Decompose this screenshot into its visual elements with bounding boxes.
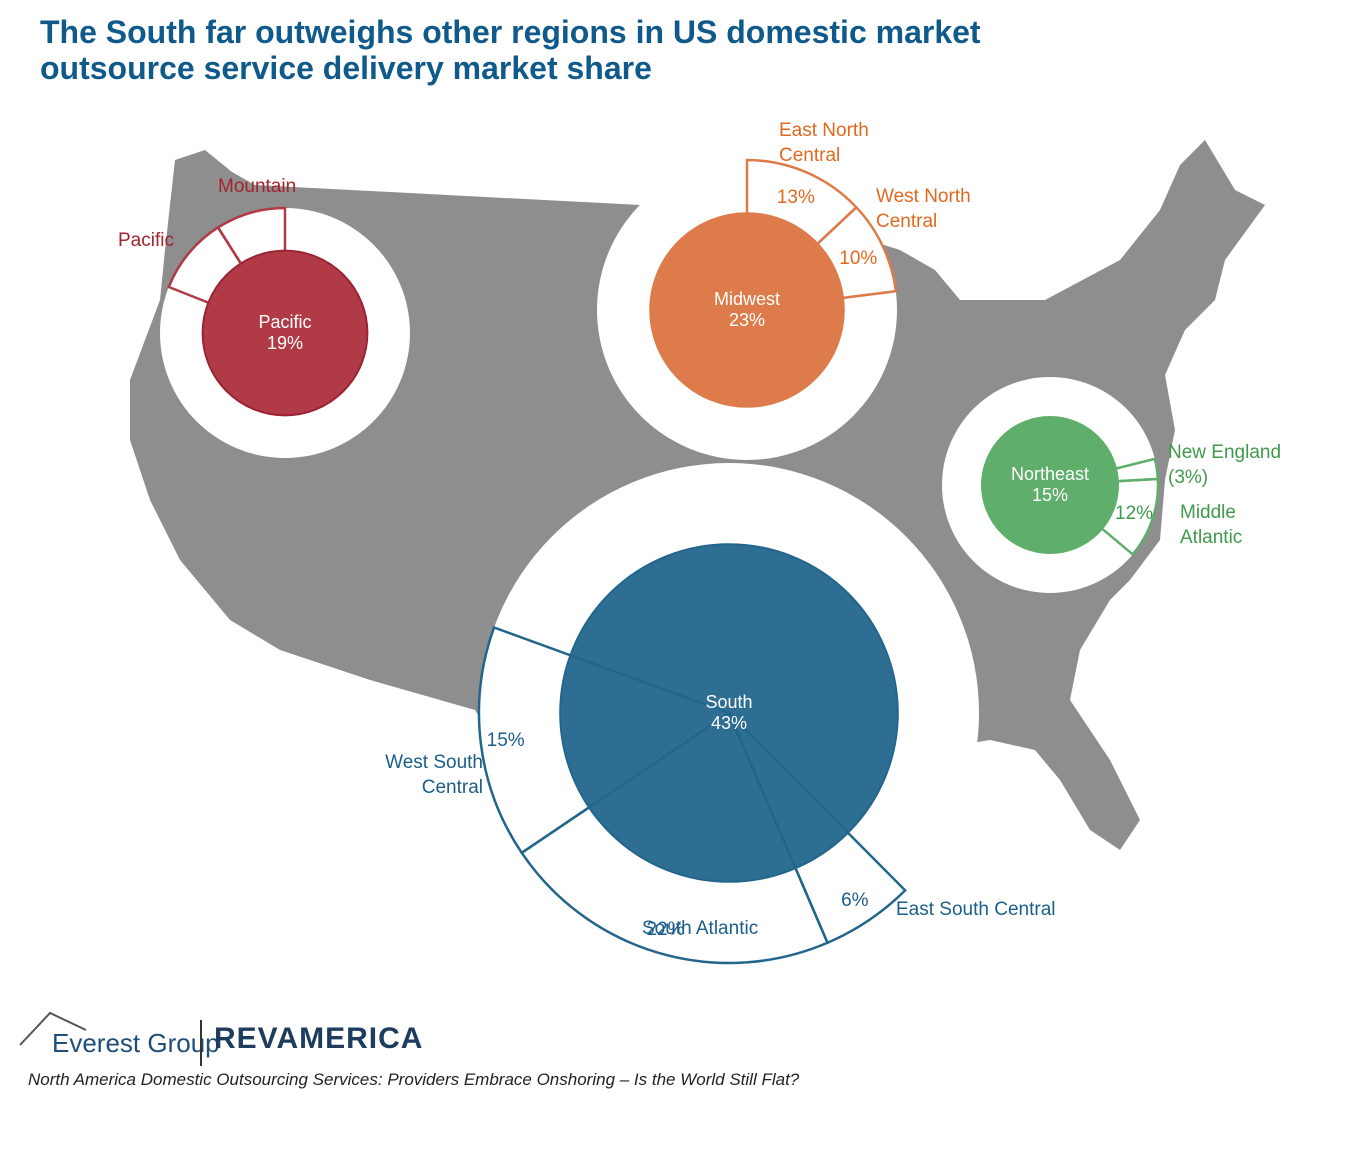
bubble <box>201 249 369 417</box>
wedge <box>743 205 898 312</box>
logo-everest: Everest Group <box>52 1028 220 1058</box>
region-name: South <box>705 692 753 712</box>
logo-roof <box>19 1011 87 1046</box>
wedge <box>520 711 830 965</box>
caption: North America Domestic Outsourcing Servi… <box>28 1070 800 1089</box>
subregion-value: 15% <box>486 730 525 752</box>
wedge <box>727 712 907 945</box>
bubble <box>649 212 845 408</box>
separator <box>200 1020 202 1066</box>
wedge <box>1046 477 1160 557</box>
subregion-value: 13% <box>776 187 815 209</box>
subregion-label: East North Central <box>779 120 869 166</box>
subregion-value: 10% <box>187 257 226 279</box>
chart-title: The South far outweighs other regions in… <box>40 14 981 86</box>
subregion-label: New England <box>1168 442 1282 463</box>
bubble <box>981 416 1119 554</box>
subregion-value: (3%) <box>1168 467 1209 488</box>
wedge <box>745 158 859 313</box>
logo-revamerica: REVAMERICA <box>214 1022 424 1055</box>
subregion-label: West North Central <box>876 186 971 232</box>
wedge <box>477 625 732 855</box>
region-name: Midwest <box>713 289 780 309</box>
subregion-label: East South Central <box>896 899 1056 920</box>
region-name: Northeast <box>1010 464 1090 484</box>
bubble <box>559 543 899 883</box>
region-value: 19% <box>266 333 304 353</box>
subregion-label: Mountain <box>218 176 297 197</box>
subregion-label: Middle Atlantic <box>1180 502 1243 548</box>
wedge <box>167 225 289 336</box>
region-value: 23% <box>728 310 766 330</box>
region-value: 43% <box>710 713 748 733</box>
subregion-value: 10% <box>839 247 878 269</box>
subregion-label: West South Central <box>385 752 483 798</box>
subregion-value: 6% <box>841 889 869 911</box>
region-value: 15% <box>1031 485 1069 505</box>
subregion-value: 12% <box>1115 502 1154 524</box>
subregion-value: 22% <box>646 918 685 940</box>
region-name: Pacific <box>258 312 312 332</box>
subregion-value: 9% <box>242 224 271 246</box>
subregion-label: South Atlantic <box>642 918 759 939</box>
subregion-label: Pacific <box>118 230 174 251</box>
